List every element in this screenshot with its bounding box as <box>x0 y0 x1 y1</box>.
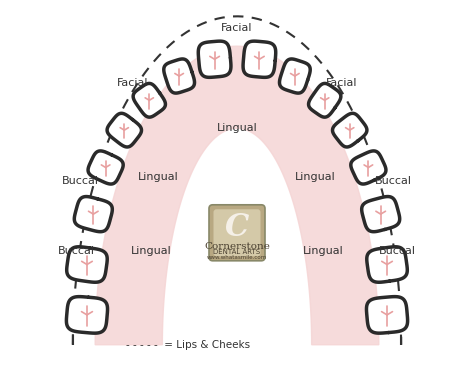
Text: Lingual: Lingual <box>217 123 257 133</box>
Text: Cornerstone: Cornerstone <box>204 243 270 252</box>
FancyBboxPatch shape <box>213 209 261 256</box>
Text: Buccal: Buccal <box>62 176 99 185</box>
Text: - - - - -  = Lips & Cheeks: - - - - - = Lips & Cheeks <box>127 340 251 350</box>
Text: Buccal: Buccal <box>375 176 412 185</box>
Polygon shape <box>164 59 194 93</box>
Text: Facial: Facial <box>117 79 148 88</box>
Polygon shape <box>367 247 407 282</box>
Polygon shape <box>95 46 379 345</box>
Polygon shape <box>309 83 341 117</box>
Polygon shape <box>333 113 367 147</box>
Text: Facial: Facial <box>326 79 357 88</box>
FancyBboxPatch shape <box>209 205 265 261</box>
Text: DENTAL ARTS: DENTAL ARTS <box>213 249 261 255</box>
Polygon shape <box>88 151 123 184</box>
Polygon shape <box>362 197 400 232</box>
Polygon shape <box>243 41 276 77</box>
Text: C: C <box>225 212 249 243</box>
Text: Lingual: Lingual <box>295 172 336 182</box>
Polygon shape <box>351 151 386 184</box>
Text: Buccal: Buccal <box>58 246 95 256</box>
Polygon shape <box>67 247 107 282</box>
Polygon shape <box>133 83 165 117</box>
Text: Lingual: Lingual <box>302 246 343 256</box>
Polygon shape <box>66 297 108 333</box>
Text: www.whatasmile.com: www.whatasmile.com <box>207 255 267 259</box>
Polygon shape <box>74 197 112 232</box>
Polygon shape <box>198 41 231 77</box>
Text: Facial: Facial <box>221 23 253 32</box>
Text: Buccal: Buccal <box>379 246 416 256</box>
Polygon shape <box>366 297 408 333</box>
Polygon shape <box>280 59 310 93</box>
Text: Lingual: Lingual <box>138 172 179 182</box>
Text: Lingual: Lingual <box>131 246 172 256</box>
Polygon shape <box>107 113 141 147</box>
